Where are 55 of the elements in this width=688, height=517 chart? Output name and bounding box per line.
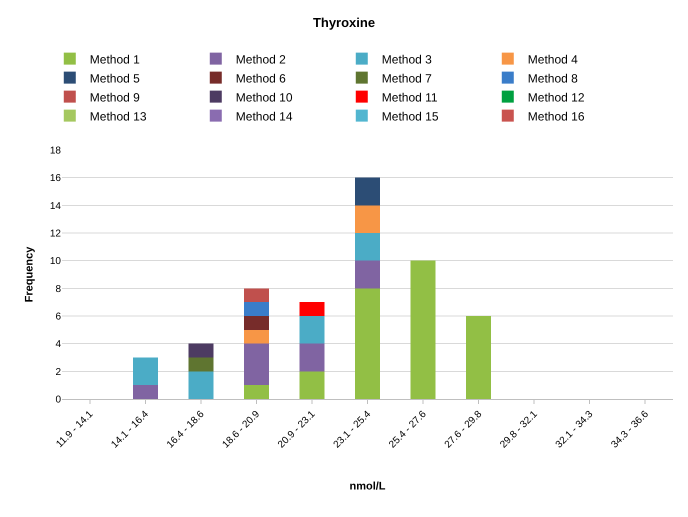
bar xyxy=(244,288,269,302)
y-tick-label: 14 xyxy=(50,200,62,212)
bar xyxy=(244,316,269,330)
x-tick-label: 20.9 - 23.1 xyxy=(276,408,318,450)
bar xyxy=(244,330,269,344)
bar xyxy=(244,385,269,399)
bar xyxy=(355,233,380,261)
bar xyxy=(244,344,269,386)
bar xyxy=(299,344,324,372)
bar xyxy=(355,288,380,399)
bar xyxy=(299,302,324,316)
x-tick-label: 11.9 - 14.1 xyxy=(54,408,96,450)
bar xyxy=(188,344,214,358)
chart-title: Thyroxine xyxy=(312,15,376,30)
legend-label: Method 7 xyxy=(382,71,432,86)
y-axis-title: Frequency xyxy=(24,246,36,302)
bar xyxy=(355,178,380,206)
y-tick-label: 2 xyxy=(55,366,62,378)
y-tick-label: 18 xyxy=(50,146,62,156)
y-tick-label: 8 xyxy=(55,284,62,295)
y-tick-label: 6 xyxy=(55,312,62,322)
y-tick-label: 10 xyxy=(50,256,62,268)
legend-label: Method 11 xyxy=(382,90,438,104)
bar xyxy=(410,260,436,399)
x-axis-title: nmol/L xyxy=(349,480,386,493)
bar xyxy=(466,316,492,399)
legend-label: Method 3 xyxy=(382,52,432,66)
legend-label: Method 12 xyxy=(528,90,585,104)
bar xyxy=(355,260,380,288)
legend-label: Method 16 xyxy=(528,109,585,124)
y-tick-label: 0 xyxy=(55,394,62,406)
legend-label: Method 10 xyxy=(236,90,293,104)
bar xyxy=(188,371,214,399)
bar xyxy=(132,385,158,399)
bar xyxy=(355,205,380,233)
bar xyxy=(299,316,324,344)
bar xyxy=(244,302,269,316)
bar xyxy=(299,371,324,399)
bar xyxy=(132,358,158,386)
legend-label: Method 6 xyxy=(236,71,286,86)
legend-label: Method 15 xyxy=(382,109,439,124)
legend-label: Method 13 xyxy=(90,109,147,124)
legend-label: Method 1 xyxy=(90,52,140,66)
legend-label: Method 4 xyxy=(528,52,578,66)
x-tick-label: 34.3 - 36.6 xyxy=(609,408,652,450)
legend-label: Method 9 xyxy=(90,90,140,104)
x-tick-label: 32.1 - 34.3 xyxy=(554,408,596,450)
y-tick-label: 12 xyxy=(50,228,62,240)
y-tick-label: 16 xyxy=(50,173,62,184)
legend-label: Method 5 xyxy=(90,71,140,86)
legend-label: Method 14 xyxy=(236,109,293,124)
legend-label: Method 2 xyxy=(236,52,286,66)
bar xyxy=(188,358,214,372)
y-tick-label: 4 xyxy=(55,339,62,350)
legend-label: Method 8 xyxy=(528,71,578,86)
